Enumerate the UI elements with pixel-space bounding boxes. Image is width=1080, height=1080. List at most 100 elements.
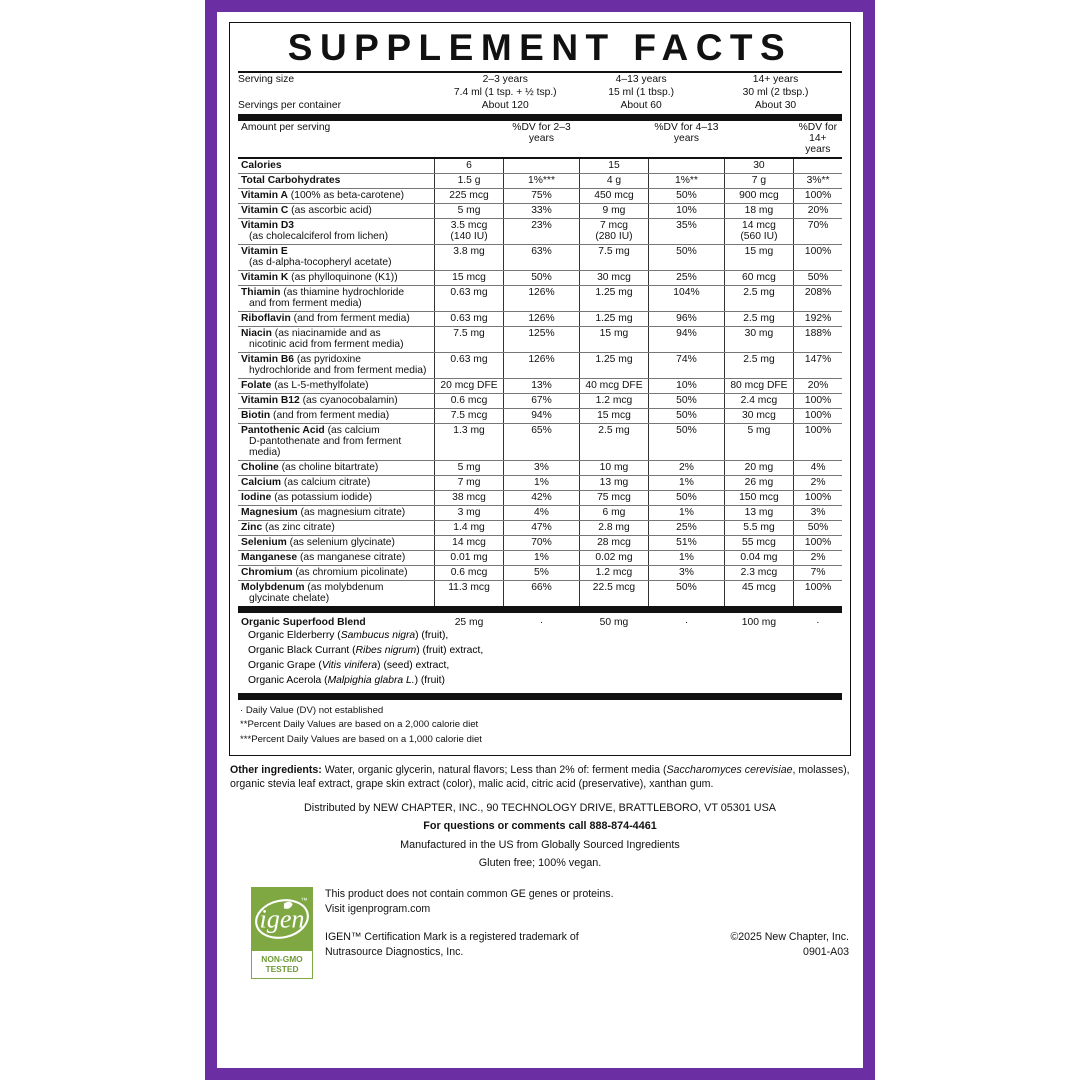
amount-per-serving-header: Amount per serving <box>241 122 331 134</box>
nutrient-dv-2: 2% <box>648 460 725 476</box>
contact-phone-line: For questions or comments call 888-874-4… <box>423 820 657 833</box>
blend-item-suffix: ) (fruit), <box>415 629 449 641</box>
nutrient-dv-2 <box>648 158 725 174</box>
header-spacer-1 <box>434 121 503 157</box>
nutrient-dv-3 <box>793 158 842 174</box>
list-item: Organic Black Currant (Ribes nigrum) (fr… <box>248 644 842 659</box>
nutrient-name-cell: Chromium (as chromium picolinate) <box>238 565 435 581</box>
nutrient-dv-2: 10% <box>648 378 725 394</box>
serving-amount-row: 7.4 ml (1 tsp. + ½ tsp.) 15 ml (1 tbsp.)… <box>238 86 842 99</box>
nutrient-dv-1: 126% <box>503 352 580 379</box>
nutrient-dv-1: 42% <box>503 490 580 506</box>
blend-dv-2: · <box>684 616 689 628</box>
nutrient-dv-3: 50% <box>793 270 842 286</box>
blend-item-suffix: ) (fruit) <box>414 674 445 686</box>
igen-certification-block: igen ™ NON-GMO TESTED This product does … <box>229 873 851 980</box>
nutrient-name-cell: Vitamin A (100% as beta-carotene) <box>238 188 435 204</box>
nutrient-name-cell: Vitamin B12 (as cyanocobalamin) <box>238 393 435 409</box>
nutrient-name-cell: Pantothenic Acid (as calcium D-pantothena… <box>238 423 435 461</box>
nutrient-amount-3: 5.5 mg <box>723 520 794 536</box>
serving-age-2: 14+ years <box>752 73 799 85</box>
nutrient-name: Folate <box>241 380 272 392</box>
nutrient-dv-1: 4% <box>503 505 580 521</box>
igen-trademark-row: IGEN™ Certification Mark is a registered… <box>325 930 849 959</box>
nutrient-amount-1: 1.4 mg <box>433 520 504 536</box>
label-white-card: SUPPLEMENT FACTS Serving size 2–3 years … <box>217 12 863 1068</box>
nutrient-amount-2: 13 mg <box>578 475 649 491</box>
nutrient-dv-3: 100% <box>793 244 842 271</box>
nutrient-name-cell: Vitamin D3 (as cholecalciferol from liche… <box>238 218 435 245</box>
nutrient-amount-3: 15 mg <box>723 244 794 271</box>
nutrient-name: Vitamin D3 <box>241 220 295 232</box>
nutrient-amount-1: 14 mcg <box>433 535 504 551</box>
nutrient-dv-2: 74% <box>648 352 725 379</box>
blend-item-prefix: Organic Acerola ( <box>248 674 328 686</box>
nutrient-name: Calcium <box>241 477 282 489</box>
superfood-blend-table: Organic Superfood Blend 25 mg · 50 mg · … <box>238 613 842 629</box>
nutrient-amount-1: 1.5 g <box>433 173 504 189</box>
nutrient-name: Magnesium <box>241 507 298 519</box>
serving-amount-1: 15 ml (1 tbsp.) <box>608 86 675 98</box>
nutrient-dv-2: 50% <box>648 408 725 424</box>
nutrient-amount-2: 1.25 mg <box>578 311 649 327</box>
nutrient-name-cell: Manganese (as manganese citrate) <box>238 550 435 566</box>
nutrient-source: (as ascorbic acid) <box>288 205 372 217</box>
nutrient-amount-2: 1.25 mg <box>578 352 649 379</box>
nutrient-source: (as niacinamide and as <box>271 328 381 340</box>
nutrient-amount-3: 45 mcg <box>723 580 794 606</box>
nutrient-dv-3: 4% <box>793 460 842 476</box>
nutrient-name: Riboflavin <box>241 313 291 325</box>
table-row: Riboflavin (and from ferment media) 0.63 … <box>238 311 842 327</box>
nutrient-dv-1: 125% <box>503 326 580 353</box>
supplement-facts-panel: SUPPLEMENT FACTS Serving size 2–3 years … <box>229 22 851 757</box>
table-row: Choline (as choline bitartrate) 5 mg 3% 10 … <box>238 460 842 476</box>
nutrient-amount-2: 1.2 mcg <box>578 565 649 581</box>
table-row: Vitamin A (100% as beta-carotene) 225 mcg… <box>238 188 842 204</box>
nutrient-name-cell: Folate (as L-5-methylfolate) <box>238 378 435 394</box>
serving-amount-2: 30 ml (2 tbsp.) <box>742 86 809 98</box>
nutrient-source: (as phylloquinone (K1)) <box>288 272 398 284</box>
nutrient-name-cell: Choline (as choline bitartrate) <box>238 460 435 476</box>
copyright-block: ©2025 New Chapter, Inc. 0901-A03 <box>730 930 849 959</box>
nutrient-name: Choline <box>241 462 279 474</box>
nutrient-dv-1: 33% <box>503 203 580 219</box>
nutrient-amount-2: 28 mcg <box>578 535 649 551</box>
blend-amount-2: 50 mg <box>599 616 629 628</box>
nutrient-dv-3: 7% <box>793 565 842 581</box>
svg-text:™: ™ <box>301 898 308 905</box>
blend-item-latin-name: Vitis vinifera <box>321 659 378 671</box>
nutrient-amount-2: 10 mg <box>578 460 649 476</box>
nutrient-amount-3: 26 mg <box>723 475 794 491</box>
serving-amount-0: 7.4 ml (1 tsp. + ½ tsp.) <box>453 86 557 98</box>
nutrient-dv-3: 147% <box>793 352 842 379</box>
nutrient-dv-2: 50% <box>648 423 725 461</box>
nutrient-amount-2: 450 mcg <box>578 188 649 204</box>
nutrient-dv-3: 208% <box>793 285 842 312</box>
igen-leaf-ellipse-icon: igen ™ <box>255 898 309 939</box>
other-ingredients-label: Other ingredients: <box>230 764 322 777</box>
nutrient-dv-2: 25% <box>648 520 725 536</box>
nutrient-dv-1: 67% <box>503 393 580 409</box>
igen-nongmo-line1: NON-GMO <box>261 953 303 964</box>
table-row: Vitamin D3 (as cholecalciferol from liche… <box>238 218 842 245</box>
nutrient-amount-1: 0.01 mg <box>433 550 504 566</box>
other-ingredients-part1: Water, organic glycerin, natural flavors… <box>321 764 667 777</box>
nutrient-dv-1: 66% <box>503 580 580 606</box>
nutrient-name: Vitamin K <box>241 272 289 284</box>
nutrient-amount-3: 2.3 mcg <box>723 565 794 581</box>
nutrient-name-cell: Magnesium (as magnesium citrate) <box>238 505 435 521</box>
nutrient-amount-1: 0.63 mg <box>433 285 504 312</box>
servings-per-container-row: Servings per container About 120 About 6… <box>238 99 842 112</box>
nutrient-dv-3: 192% <box>793 311 842 327</box>
nutrient-dv-1: 47% <box>503 520 580 536</box>
nutrient-amount-1: 7 mg <box>433 475 504 491</box>
nutrient-tbody: Calories 6 15 30 Total Carbohydrates 1.5 g 1%*… <box>238 158 842 606</box>
igen-nongmo-line2: TESTED <box>265 964 299 975</box>
igen-trademark-text: IGEN™ Certification Mark is a registered… <box>325 930 579 959</box>
nutrient-source: (as chromium picolinate) <box>292 567 408 579</box>
nutrient-name-cell: Biotin (and from ferment media) <box>238 408 435 424</box>
nutrient-source-cont: hydrochloride and from ferment media) <box>249 365 427 377</box>
nutrient-amount-2: 40 mcg DFE <box>578 378 649 394</box>
nutrient-source: (as calcium <box>324 425 380 437</box>
nutrient-amount-3: 30 mg <box>723 326 794 353</box>
